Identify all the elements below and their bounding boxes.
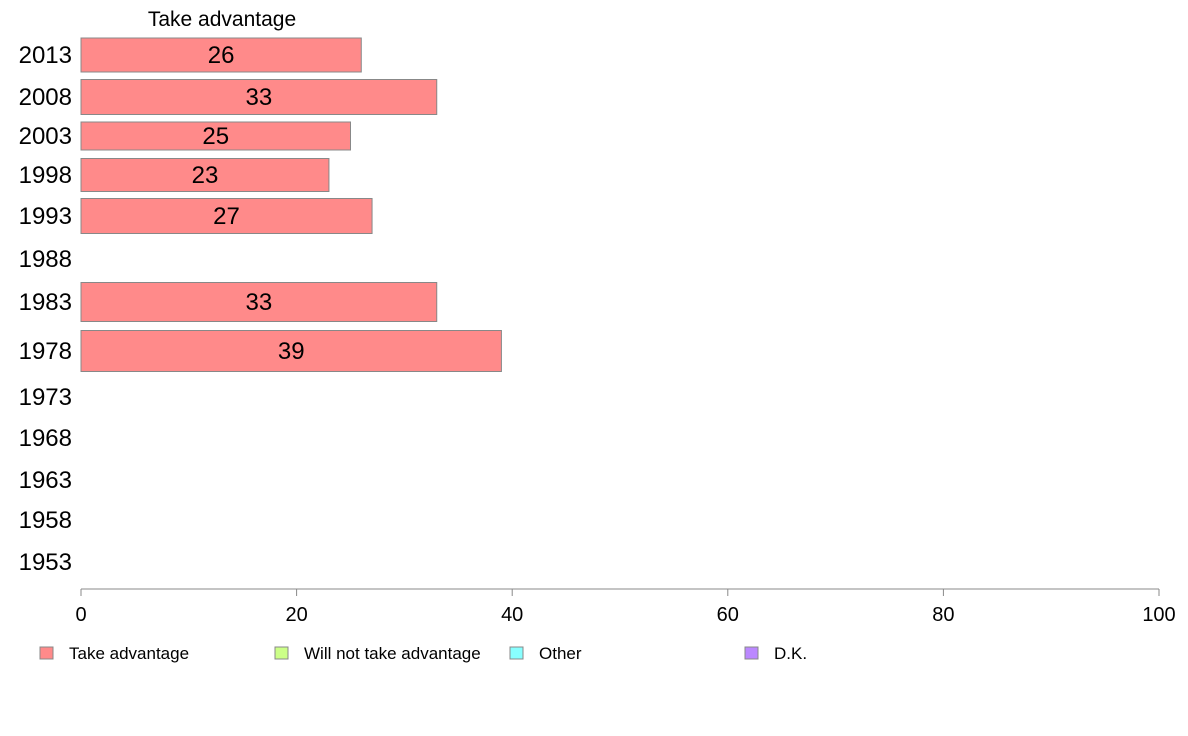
y-tick-label: 1963 bbox=[19, 467, 72, 494]
legend-swatch bbox=[39, 646, 54, 660]
column-title: Take advantage bbox=[148, 8, 296, 31]
x-tick-label: 60 bbox=[717, 604, 739, 626]
x-tick-label: 0 bbox=[75, 604, 86, 626]
y-tick-label: 1998 bbox=[19, 162, 72, 189]
y-tick-label: 1958 bbox=[19, 507, 72, 534]
bar bbox=[80, 79, 438, 115]
bar bbox=[80, 158, 330, 192]
y-tick-label: 2003 bbox=[19, 123, 72, 150]
y-tick-label: 1968 bbox=[19, 425, 72, 452]
y-tick-label: 1953 bbox=[19, 549, 72, 576]
legend: Take advantage Will not take advantage Oth… bbox=[39, 644, 807, 663]
y-tick-label: 2008 bbox=[19, 84, 72, 111]
bar-value-label: 26 bbox=[208, 42, 235, 69]
y-tick-label: 1973 bbox=[19, 384, 72, 411]
y-tick-label: 1988 bbox=[19, 246, 72, 273]
bar bbox=[80, 37, 362, 73]
y-tick-label: 2013 bbox=[19, 42, 72, 69]
x-tick-label: 80 bbox=[932, 604, 954, 626]
legend-label: Other bbox=[539, 644, 582, 663]
bar-value-label: 33 bbox=[246, 84, 273, 111]
bar bbox=[80, 121, 351, 151]
y-tick-label: 1983 bbox=[19, 289, 72, 316]
bar-value-label: 39 bbox=[278, 338, 305, 365]
y-tick-label: 1978 bbox=[19, 338, 72, 365]
bar-value-label: 23 bbox=[192, 162, 219, 189]
legend-label: D.K. bbox=[774, 644, 807, 663]
bar bbox=[80, 198, 373, 234]
bar bbox=[80, 282, 438, 322]
x-tick-label: 20 bbox=[285, 604, 307, 626]
legend-swatch bbox=[744, 646, 759, 660]
bar bbox=[80, 330, 502, 372]
x-tick-label: 40 bbox=[501, 604, 523, 626]
legend-label: Take advantage bbox=[69, 644, 189, 663]
x-tick-label: 100 bbox=[1142, 604, 1175, 626]
legend-label: Will not take advantage bbox=[304, 644, 481, 663]
y-tick-label: 1993 bbox=[19, 203, 72, 230]
bar-value-label: 27 bbox=[213, 203, 240, 230]
bar-value-label: 33 bbox=[246, 289, 273, 316]
y-axis-labels: 2013 2008 2003 1998 1993 1988 1983 1978 1973 1968… bbox=[19, 42, 72, 576]
legend-swatch bbox=[509, 646, 524, 660]
legend-swatch bbox=[274, 646, 289, 660]
bar-value-label: 25 bbox=[202, 123, 229, 150]
x-axis: 0 20 40 60 80 100 bbox=[75, 588, 1176, 626]
